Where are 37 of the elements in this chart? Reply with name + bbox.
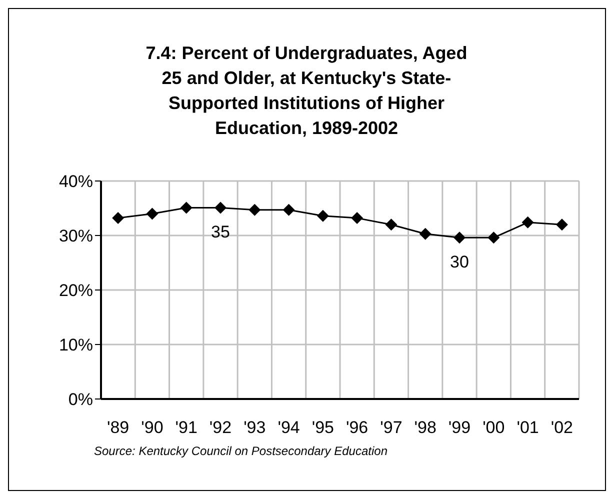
x-tick-label: '96 [346, 418, 368, 438]
point [522, 216, 534, 228]
y-tick-label: 30% [58, 226, 93, 246]
x-tick-label: '94 [278, 418, 300, 438]
point [316, 210, 329, 222]
point [488, 232, 500, 244]
chart-title: 7.4: Percent of Undergraduates, Aged 25 and Older, at Kentucky's State-Supported Institutions of Higher Education, 1989-2002 [144, 42, 468, 140]
x-tick-label: '93 [244, 418, 266, 438]
source-note: Source: Kentucky Council on Postsecondary Education [94, 444, 388, 458]
point [419, 228, 432, 240]
x-tick-label: '95 [312, 418, 334, 438]
point [556, 218, 568, 231]
x-tick-label: '90 [141, 418, 164, 438]
x-tick-label: '89 [106, 418, 130, 438]
y-tick-label: 40% [58, 172, 93, 192]
data-label: 35 [211, 222, 230, 242]
point [180, 202, 192, 214]
point [248, 204, 261, 216]
point [146, 208, 158, 220]
point [112, 212, 124, 224]
point [351, 212, 364, 224]
x-tick-label: '01 [516, 418, 539, 438]
point [282, 204, 295, 216]
x-tick-label: '99 [448, 418, 471, 438]
point [214, 202, 226, 214]
point [385, 218, 398, 231]
x-tick-label: '92 [209, 418, 232, 438]
x-tick-label: '00 [482, 418, 505, 438]
y-tick-label: 0% [68, 390, 93, 410]
point [454, 232, 466, 244]
y-tick-label: 20% [58, 281, 93, 300]
y-tick-label: 10% [58, 336, 93, 355]
x-tick-label: '91 [175, 418, 198, 438]
x-tick-label: '98 [414, 418, 436, 438]
x-tick-label: '97 [380, 418, 402, 438]
data-label: 30 [450, 252, 469, 272]
x-tick-label: '02 [550, 418, 574, 438]
